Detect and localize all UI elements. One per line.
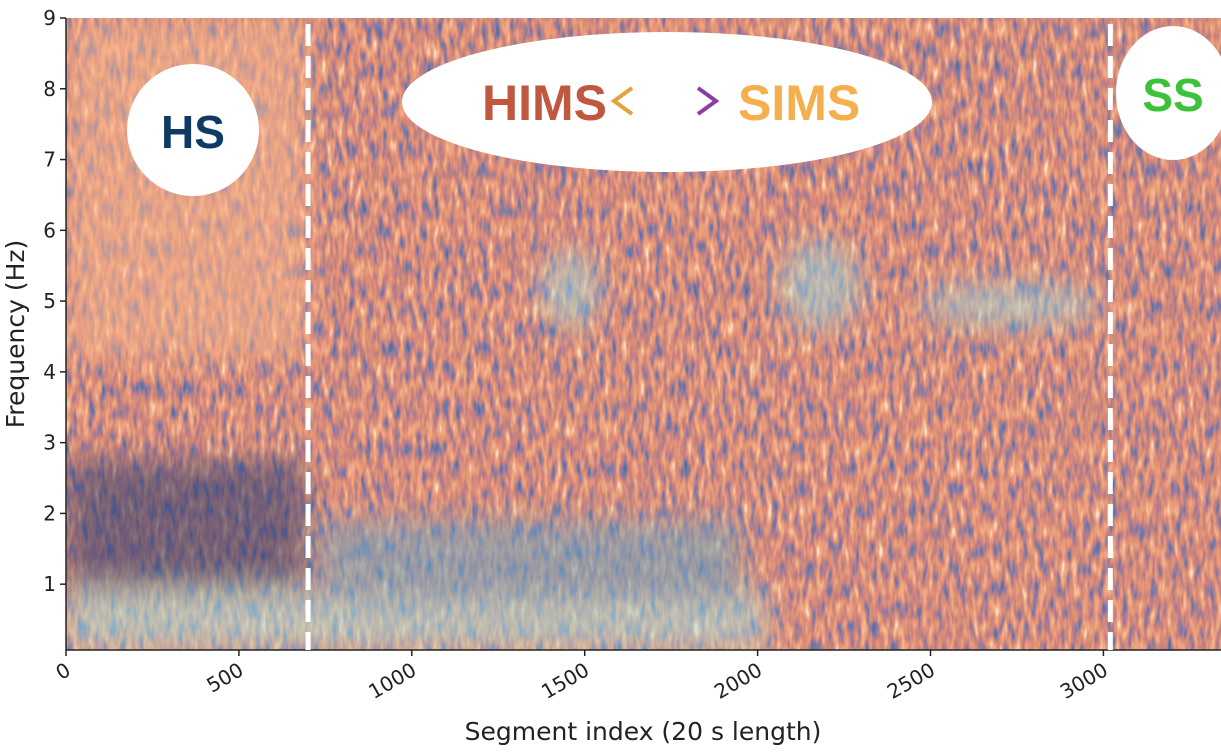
y-axis-label: Frequency (Hz) [1,240,30,429]
x-tick-label: 2000 [710,658,766,704]
y-tick-label: 1 [43,572,56,596]
y-tick-label: 8 [43,77,56,101]
y-tick-label: 3 [43,431,56,455]
state-label: SS [1142,69,1203,121]
x-axis-label: Segment index (20 s length) [465,717,822,746]
state-label: HS [161,106,225,158]
y-tick-label: 5 [43,289,56,313]
transition-arrow [610,86,720,116]
annotation-bubble [1116,26,1221,160]
y-tick-label: 7 [43,148,56,172]
y-tick-label: 4 [43,360,56,384]
annotation-bubble [127,64,259,196]
y-tick-label: 2 [43,501,56,525]
x-tick-label: 0 [51,658,74,685]
y-tick-label: 6 [43,218,56,242]
y-tick-label: 9 [43,6,56,30]
x-tick-label: 3000 [1056,658,1112,704]
state-label: HIMS [482,75,607,131]
state-label: SIMS [738,75,860,131]
x-tick-label: 2500 [883,658,939,704]
x-tick-label: 1500 [537,658,593,704]
x-tick-label: 1000 [364,658,420,704]
x-tick-label: 500 [202,658,247,698]
